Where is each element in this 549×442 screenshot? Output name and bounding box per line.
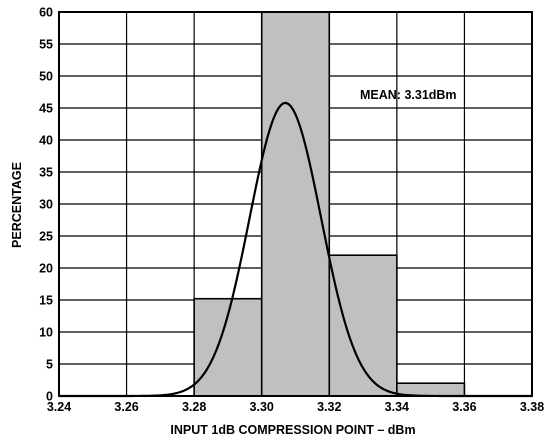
y-tick-label: 35 <box>39 166 53 180</box>
y-tick-label: 0 <box>46 390 53 404</box>
y-tick-label: 50 <box>39 70 53 84</box>
y-tick-label: 15 <box>39 294 53 308</box>
x-tick-label: 3.38 <box>520 400 544 414</box>
plot-frame <box>58 11 533 397</box>
y-tick-labels: 0 5 10 15 20 25 30 35 40 45 50 55 60 <box>39 6 53 404</box>
x-tick-label: 3.32 <box>317 400 341 414</box>
histogram-bar-2 <box>260 11 331 397</box>
y-tick-label: 60 <box>39 6 53 20</box>
x-axis-label: INPUT 1dB COMPRESSION POINT – dBm <box>170 423 415 437</box>
y-tick-label: 30 <box>39 198 53 212</box>
x-tick-label: 3.30 <box>250 400 274 414</box>
x-tick-label: 3.34 <box>385 400 409 414</box>
histogram-bar-3 <box>328 254 398 397</box>
y-tick-label: 10 <box>39 326 53 340</box>
y-axis-label: PERCENTAGE <box>10 162 24 248</box>
x-tick-label: 3.26 <box>114 400 138 414</box>
x-tick-label: 3.28 <box>182 400 206 414</box>
y-tick-label: 55 <box>39 38 53 52</box>
y-tick-label: 45 <box>39 102 53 116</box>
mean-annotation: MEAN: 3.31dBm <box>360 88 457 102</box>
y-tick-label: 40 <box>39 134 53 148</box>
histogram-bars <box>193 11 466 397</box>
x-tick-label: 3.36 <box>452 400 476 414</box>
x-tick-label: 3.24 <box>47 400 71 414</box>
y-tick-label: 25 <box>39 230 53 244</box>
y-tick-label: 5 <box>46 358 53 372</box>
y-tick-label: 20 <box>39 262 53 276</box>
x-tick-labels: 3.24 3.26 3.28 3.30 3.32 3.34 3.36 3.38 <box>47 400 544 414</box>
